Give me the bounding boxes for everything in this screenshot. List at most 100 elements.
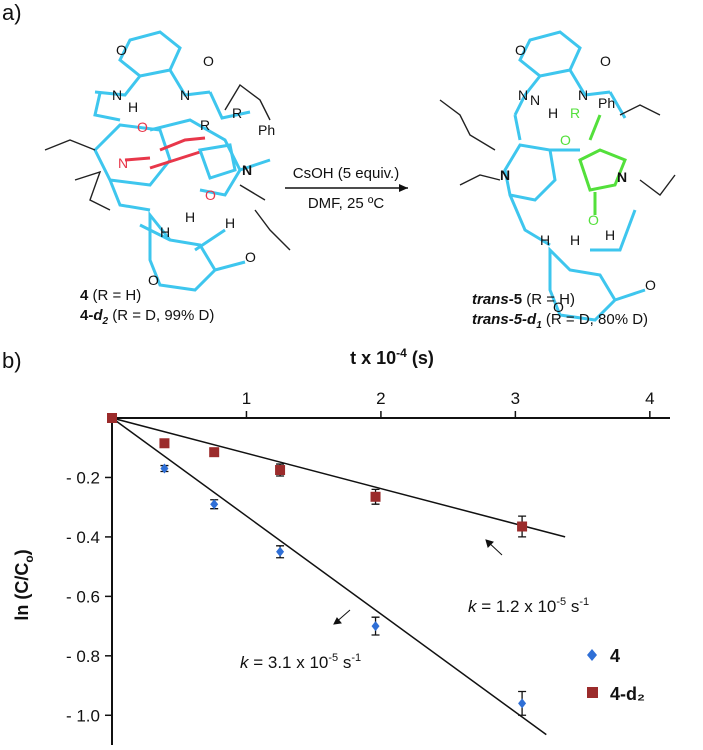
atom: N [500, 167, 510, 183]
label-part: (R = D, 80% D) [542, 311, 648, 328]
point [518, 698, 527, 709]
atom: H [540, 232, 550, 248]
atom: H [548, 105, 558, 121]
point [275, 465, 286, 476]
left-molecule: O O O O N N O O N H H R R Ph H H N [44, 30, 291, 292]
atom: N [180, 87, 190, 103]
compound-label: 4-d2 (R = D, 99% D) [80, 307, 214, 327]
reagent: CsOH (5 equiv.) [293, 165, 399, 182]
label-part: d [93, 307, 103, 324]
label-part: 5 [514, 291, 522, 308]
x-tick-label: 2 [376, 389, 385, 408]
point [159, 438, 170, 449]
label-part: (R = D, 99% D) [108, 307, 214, 324]
label-part: 1 [536, 320, 542, 331]
atom: O [137, 119, 148, 135]
atom: H [605, 227, 615, 243]
label-part: - [509, 311, 514, 328]
atom: N [518, 87, 528, 103]
label-part: (R = H) [522, 291, 575, 308]
label-part: trans [472, 291, 509, 308]
atom: O [116, 42, 127, 58]
label-part: ) [12, 549, 32, 555]
y-tick-label: - 0.8 [66, 647, 100, 666]
annotation-part: k [468, 597, 478, 616]
conditions: DMF, 25 ºC [308, 195, 384, 212]
atom: O [245, 249, 256, 265]
label-part: - [509, 291, 514, 308]
point [210, 499, 219, 510]
annotation-arrow [333, 609, 351, 625]
atom: H [128, 99, 138, 115]
rate-annotation: k = 3.1 x 10-5 s-1 [240, 652, 361, 672]
atom: R [570, 105, 580, 121]
legend-marker [587, 687, 598, 698]
atom: O [553, 299, 564, 315]
scheme: a) O O O O N N O O N H H R R Ph H H N Cs… [2, 0, 676, 331]
point [276, 546, 285, 557]
annotation-part: -5 [328, 652, 338, 664]
annotation-part: -1 [579, 596, 589, 608]
panel-label: b) [2, 348, 22, 373]
atom: O [560, 132, 571, 148]
atom: O [205, 187, 216, 203]
fit-line [111, 417, 566, 538]
legend-label: 4-d₂ [610, 684, 645, 704]
atom: N [578, 87, 588, 103]
y-tick-label: - 0.6 [66, 587, 100, 606]
annotation-part: s [566, 597, 579, 616]
annotation-part: -1 [351, 652, 361, 664]
label-part: (R = H) [88, 287, 141, 304]
annotation-arrow [485, 539, 503, 556]
atom: N [617, 169, 627, 185]
atom: N [530, 92, 540, 108]
label-part: -4 [396, 346, 407, 360]
compound-label: trans-5 (R = H) [472, 291, 575, 308]
atom: N [118, 155, 128, 171]
y-axis-label: ln (C/Co) [12, 549, 36, 620]
atom: H [160, 224, 170, 240]
legend-label: 4 [610, 646, 620, 666]
point [209, 447, 220, 458]
y-tick-label: - 0.2 [66, 468, 100, 487]
atom: H [225, 215, 235, 231]
atom: H [185, 209, 195, 225]
label-part: ln (C/C [12, 563, 32, 621]
y-tick-label: - 1.0 [66, 706, 100, 725]
label-part: 5-d [514, 311, 537, 328]
point [107, 413, 117, 423]
point [160, 463, 169, 474]
atom: N [112, 87, 122, 103]
compound-label: 4 (R = H) [80, 287, 141, 304]
annotation-part: s [338, 653, 351, 672]
atom: O [203, 53, 214, 69]
annotation-part: = 3.1 x 10 [249, 653, 329, 672]
atom: O [148, 272, 159, 288]
label-part: 4 [80, 287, 89, 304]
label-part: trans [472, 311, 509, 328]
atom: O [515, 42, 526, 58]
x-axis-label: t x 10-4 (s) [350, 346, 434, 368]
annotation-part: k [240, 653, 250, 672]
annotation-part: -5 [556, 596, 566, 608]
x-tick-label: 1 [242, 389, 251, 408]
fit-line [111, 417, 547, 736]
right-molecule: O O O O N N O O N H H R Ph H H N N [439, 30, 676, 322]
label-part: t x 10 [350, 348, 396, 368]
x-tick-label: 4 [645, 389, 654, 408]
compound-label: trans-5-d1 (R = D, 80% D) [472, 311, 648, 331]
x-tick-label: 3 [511, 389, 520, 408]
panel-label: a) [2, 0, 22, 25]
arrowhead [399, 184, 408, 192]
label-part: o [22, 555, 36, 562]
atom: R [200, 117, 210, 133]
label-part: (s) [407, 348, 434, 368]
point [370, 491, 381, 502]
atom: N [242, 162, 252, 178]
rate-annotation: k = 1.2 x 10-5 s-1 [468, 596, 589, 616]
label-part: 4- [80, 307, 93, 324]
legend-marker [587, 649, 597, 661]
point [371, 621, 380, 632]
atom: R [232, 105, 242, 121]
